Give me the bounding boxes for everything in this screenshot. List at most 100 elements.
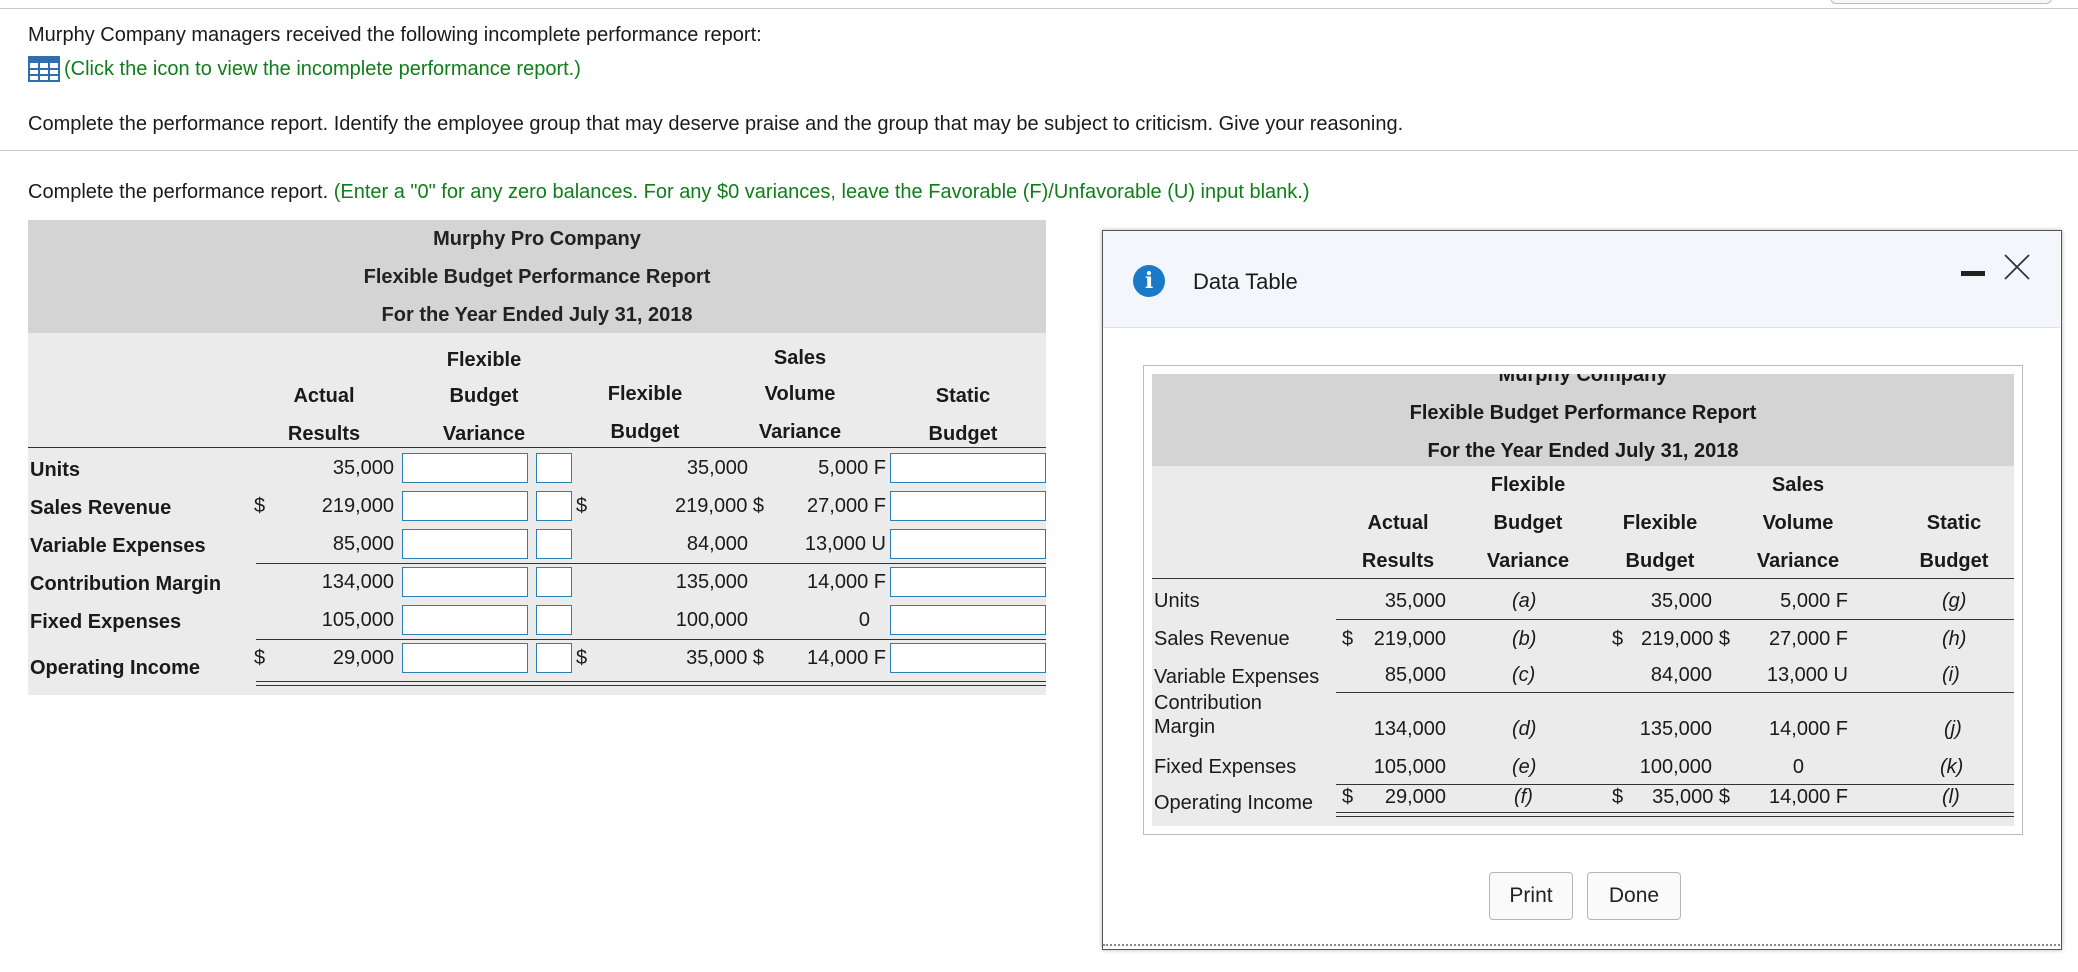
table-row: Operating Income $ 29,000 $ 35,000 $ 14,… bbox=[28, 643, 1046, 686]
table-row: Units 35,000 35,000 5,000 F bbox=[28, 449, 1046, 487]
static-input[interactable] bbox=[890, 567, 1046, 597]
static-input[interactable] bbox=[890, 529, 1046, 559]
dt-rule bbox=[1336, 784, 2014, 785]
table-row: Sales Revenue $ 219,000 $ 219,000 $ 27,0… bbox=[28, 487, 1046, 525]
row-label: Variable Expenses bbox=[30, 535, 206, 557]
dt-svv: 27,000 F bbox=[1769, 628, 1848, 650]
fbv-fu-input[interactable] bbox=[536, 453, 572, 483]
static-input[interactable] bbox=[890, 605, 1046, 635]
dt-row-label: Units bbox=[1154, 590, 1200, 612]
dt-col-svv-2: Volume bbox=[1762, 512, 1834, 534]
static-input[interactable] bbox=[890, 491, 1046, 521]
dt-currency: $ bbox=[1342, 786, 1354, 808]
dt-static-placeholder: (i) bbox=[1942, 664, 1960, 686]
dt-col-svv-3: Variance bbox=[1756, 550, 1840, 572]
dt-actual: 219,000 bbox=[1373, 628, 1446, 650]
col-fb-2: Budget bbox=[610, 421, 680, 443]
view-report-link-text[interactable]: (Click the icon to view the incomplete p… bbox=[64, 57, 581, 80]
fbv-fu-input[interactable] bbox=[536, 567, 572, 597]
static-input[interactable] bbox=[890, 643, 1046, 673]
view-report-link[interactable]: (Click the icon to view the incomplete p… bbox=[28, 56, 581, 82]
top-right-button[interactable] bbox=[1830, 0, 2052, 4]
actual-value: 29,000 bbox=[332, 647, 394, 669]
fbv-amount-input[interactable] bbox=[402, 643, 528, 673]
dt-flexible: 35,000 $ bbox=[1652, 786, 1730, 808]
minimize-icon[interactable] bbox=[1961, 271, 1985, 276]
dt-static-placeholder: (j) bbox=[1944, 718, 1962, 740]
report-period: For the Year Ended July 31, 2018 bbox=[381, 304, 693, 326]
table-grid-icon[interactable] bbox=[28, 56, 60, 82]
info-icon: i bbox=[1133, 265, 1165, 297]
done-button[interactable]: Done bbox=[1587, 872, 1681, 920]
actual-value: 134,000 bbox=[321, 571, 394, 593]
row-label: Operating Income bbox=[30, 657, 201, 679]
total-double-rule-2 bbox=[256, 685, 1046, 686]
col-svv-3: Variance bbox=[758, 421, 842, 443]
dt-row-label: Fixed Expenses bbox=[1154, 756, 1297, 778]
fbv-amount-input[interactable] bbox=[402, 605, 528, 635]
row-label: Sales Revenue bbox=[30, 497, 172, 519]
data-table-company: Murphy Company bbox=[1498, 374, 1668, 386]
actual-value: 35,000 bbox=[332, 457, 394, 479]
static-input[interactable] bbox=[890, 453, 1046, 483]
dt-static-placeholder: (l) bbox=[1942, 786, 1960, 808]
dt-col-fbv-1: Flexible bbox=[1490, 474, 1566, 496]
svv-value: 27,000 F bbox=[807, 495, 886, 517]
col-sb-1: Static bbox=[935, 385, 991, 407]
dt-fbv-placeholder: (e) bbox=[1512, 756, 1537, 778]
dt-flexible: 35,000 bbox=[1650, 590, 1712, 612]
dt-flexible: 84,000 bbox=[1650, 664, 1712, 686]
fbv-amount-input[interactable] bbox=[402, 567, 528, 597]
flexible-value: 84,000 bbox=[686, 533, 748, 555]
svv-value: 5,000 F bbox=[818, 457, 886, 479]
row-label: Units bbox=[30, 459, 80, 481]
close-icon[interactable] bbox=[2001, 251, 2033, 283]
fbv-amount-input[interactable] bbox=[402, 491, 528, 521]
fbv-fu-input[interactable] bbox=[536, 643, 572, 673]
dt-rule bbox=[1336, 619, 2014, 620]
dt-svv: 14,000 F bbox=[1769, 718, 1848, 740]
dt-row-label: Operating Income bbox=[1154, 792, 1313, 814]
fbv-amount-input[interactable] bbox=[402, 453, 528, 483]
fbv-fu-input[interactable] bbox=[536, 529, 572, 559]
dt-total-rule-1 bbox=[1336, 812, 2014, 813]
dt-currency: $ bbox=[1612, 786, 1624, 808]
dt-total-rule-2 bbox=[1336, 816, 2014, 817]
svv-value: 13,000 U bbox=[804, 533, 886, 555]
section-divider bbox=[0, 150, 2078, 151]
table-row: Variable Expenses 85,000 84,000 13,000 U bbox=[28, 525, 1046, 564]
dt-col-sb-1: Static bbox=[1926, 512, 1982, 534]
dt-row-label: Sales Revenue bbox=[1154, 628, 1290, 650]
col-actual-1: Actual bbox=[293, 385, 355, 407]
currency-sign: $ bbox=[576, 647, 588, 669]
dt-fbv-placeholder: (f) bbox=[1514, 786, 1533, 808]
fbv-fu-input[interactable] bbox=[536, 491, 572, 521]
dt-currency: $ bbox=[1342, 628, 1354, 650]
dt-static-placeholder: (g) bbox=[1942, 590, 1967, 612]
dialog-title: Data Table bbox=[1193, 269, 1298, 294]
fbv-amount-input[interactable] bbox=[402, 529, 528, 559]
dt-flexible: 135,000 bbox=[1639, 718, 1712, 740]
task-text: Complete the performance report. Identif… bbox=[28, 113, 1404, 135]
instruction-note: (Enter a "0" for any zero balances. For … bbox=[333, 181, 1310, 203]
fbv-fu-input[interactable] bbox=[536, 605, 572, 635]
print-button[interactable]: Print bbox=[1489, 872, 1573, 920]
dt-fbv-placeholder: (b) bbox=[1512, 628, 1537, 650]
dt-col-fbv-2: Budget bbox=[1493, 512, 1563, 534]
dt-row-label-1: Contribution bbox=[1154, 692, 1262, 714]
dt-actual: 134,000 bbox=[1373, 718, 1446, 740]
dt-actual: 85,000 bbox=[1384, 664, 1446, 686]
total-double-rule-1 bbox=[256, 681, 1046, 682]
actual-value: 85,000 bbox=[332, 533, 394, 555]
dt-col-actual-2: Results bbox=[1361, 550, 1435, 572]
dt-rule bbox=[1336, 692, 2014, 693]
data-table-period: For the Year Ended July 31, 2018 bbox=[1427, 440, 1739, 462]
col-fbv-3: Variance bbox=[442, 423, 526, 445]
dt-fbv-placeholder: (c) bbox=[1512, 664, 1536, 686]
dt-col-sb-2: Budget bbox=[1919, 550, 1989, 572]
dt-svv: 0 bbox=[1792, 756, 1804, 778]
col-svv-2: Volume bbox=[764, 383, 836, 405]
flexible-value: 35,000 bbox=[686, 457, 748, 479]
report-title: Flexible Budget Performance Report bbox=[363, 266, 711, 288]
header-rule bbox=[28, 447, 1046, 448]
